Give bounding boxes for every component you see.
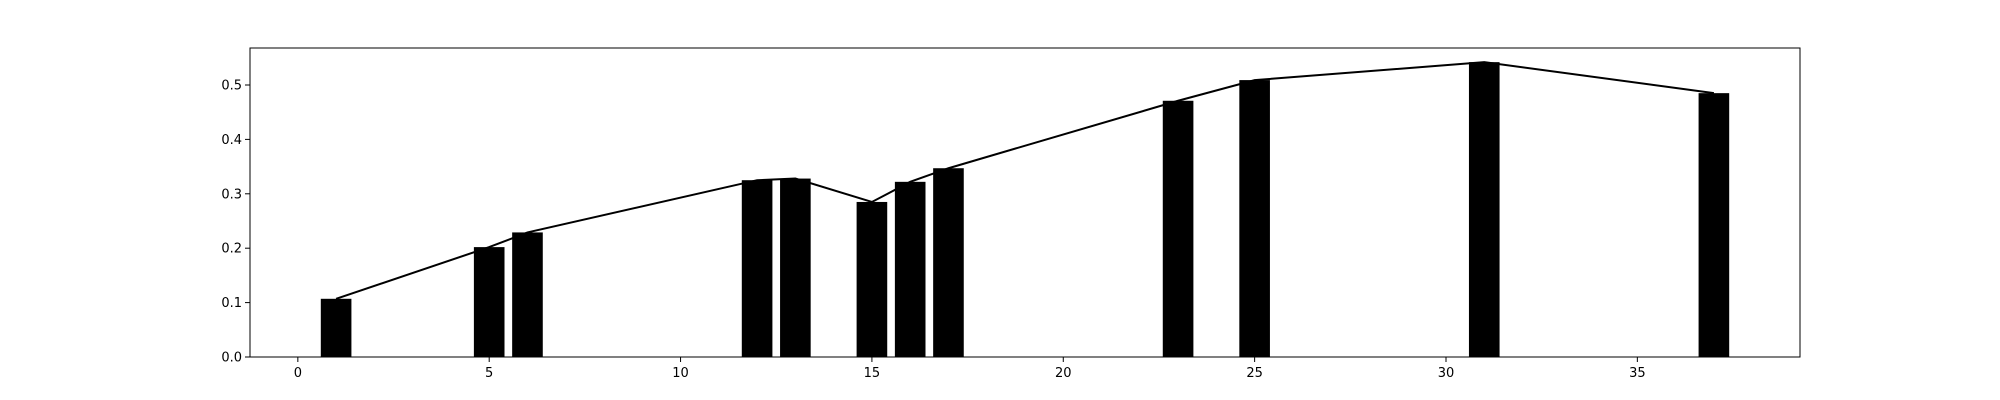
x-axis: 0 5 10 15 20 25 30 35 [294, 357, 1646, 381]
bar [1468, 62, 1500, 357]
bar-series [320, 62, 1730, 358]
bar [320, 298, 352, 357]
y-tick-label: 0.1 [221, 296, 242, 311]
y-axis: 0.0 0.1 0.2 0.3 0.4 0.5 [221, 78, 250, 366]
x-tick-label: 10 [672, 366, 689, 381]
bar [1698, 93, 1730, 357]
x-tick-label: 0 [294, 366, 302, 381]
plot-area-frame [249, 47, 1801, 358]
x-tick-label: 20 [1055, 366, 1072, 381]
y-tick-label: 0.4 [221, 133, 242, 148]
bar [780, 178, 811, 357]
series-line [335, 61, 1715, 300]
x-tick-label: 35 [1629, 366, 1646, 381]
y-tick-label: 0.2 [221, 242, 242, 257]
bar [741, 180, 773, 357]
bar [1162, 100, 1194, 358]
y-tick-label: 0.5 [221, 78, 242, 93]
bar [933, 168, 964, 357]
bar [856, 201, 888, 357]
x-tick-label: 30 [1438, 366, 1455, 381]
bar [894, 181, 926, 357]
bar [512, 232, 543, 357]
x-tick-label: 15 [864, 366, 881, 381]
x-tick-label: 25 [1246, 366, 1263, 381]
y-tick-label: 0.0 [221, 351, 242, 366]
bar [473, 247, 505, 357]
bar [1239, 80, 1270, 357]
x-tick-label: 5 [485, 366, 493, 381]
line-series [335, 61, 1715, 300]
y-tick-label: 0.3 [221, 187, 242, 202]
